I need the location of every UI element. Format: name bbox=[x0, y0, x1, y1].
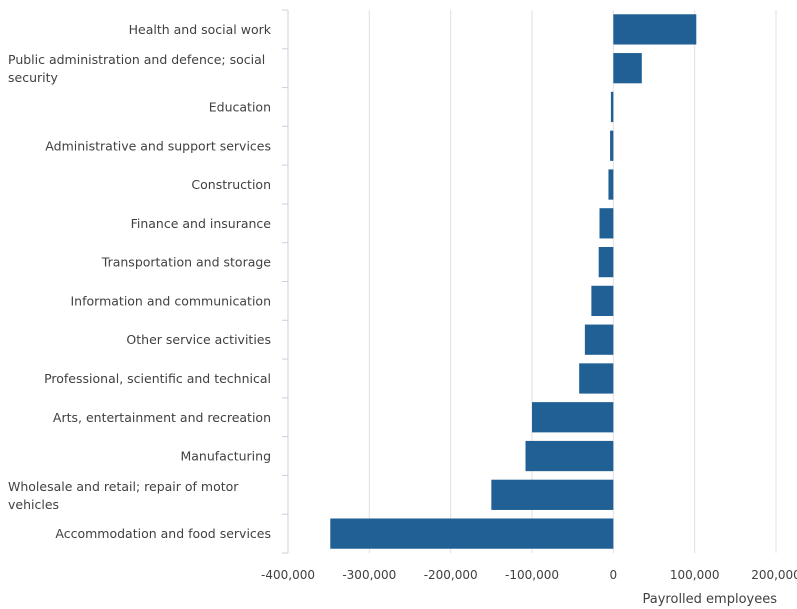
bar bbox=[491, 479, 614, 510]
category-label-line: security bbox=[8, 70, 59, 85]
x-tick-labels: -400,000 -300,000 -200,000 -100,000 0 100,000… bbox=[261, 568, 797, 582]
category-label: Public administration and defence; socia… bbox=[8, 52, 265, 85]
category-label: Accommodation and food services bbox=[55, 526, 271, 541]
bar bbox=[608, 169, 614, 200]
category-label-line: Public administration and defence; socia… bbox=[8, 52, 265, 67]
bar bbox=[584, 324, 614, 355]
gridlines bbox=[282, 9, 777, 554]
category-label: Information and communication bbox=[71, 293, 272, 308]
bar bbox=[613, 53, 642, 84]
x-tick-label: 100,000 bbox=[670, 568, 720, 582]
bar bbox=[610, 130, 614, 161]
category-label: Finance and insurance bbox=[131, 216, 272, 231]
category-label: Construction bbox=[191, 177, 271, 192]
bars bbox=[330, 14, 697, 549]
x-axis-title: Payrolled employees bbox=[643, 592, 778, 607]
bar bbox=[613, 14, 697, 45]
bar bbox=[610, 91, 614, 123]
category-labels: Health and social work Public administrat… bbox=[8, 22, 272, 541]
bar bbox=[532, 402, 614, 433]
x-tick-label: -200,000 bbox=[424, 568, 478, 582]
x-tick-label: 0 bbox=[610, 568, 618, 582]
x-tick-label: -400,000 bbox=[261, 568, 315, 582]
bar bbox=[599, 208, 614, 239]
category-label-line: Wholesale and retail; repair of motor bbox=[8, 479, 239, 494]
category-label: Other service activities bbox=[126, 332, 271, 347]
x-tick-label: 200,000 bbox=[751, 568, 797, 582]
bar bbox=[525, 440, 614, 472]
bar bbox=[579, 363, 614, 394]
category-label-line: vehicles bbox=[8, 497, 59, 512]
category-label: Health and social work bbox=[129, 22, 272, 37]
category-label: Education bbox=[209, 99, 271, 114]
category-label: Manufacturing bbox=[180, 449, 271, 464]
category-label: Transportation and storage bbox=[101, 255, 272, 270]
bar bbox=[591, 285, 614, 317]
category-label: Administrative and support services bbox=[45, 138, 271, 153]
x-tick-label: -100,000 bbox=[505, 568, 559, 582]
bar bbox=[330, 518, 614, 549]
category-label: Arts, entertainment and recreation bbox=[53, 410, 271, 425]
category-label: Professional, scientific and technical bbox=[44, 371, 271, 386]
category-label: Wholesale and retail; repair of motor veh… bbox=[8, 479, 239, 512]
x-tick-label: -300,000 bbox=[342, 568, 396, 582]
bar bbox=[598, 246, 614, 278]
